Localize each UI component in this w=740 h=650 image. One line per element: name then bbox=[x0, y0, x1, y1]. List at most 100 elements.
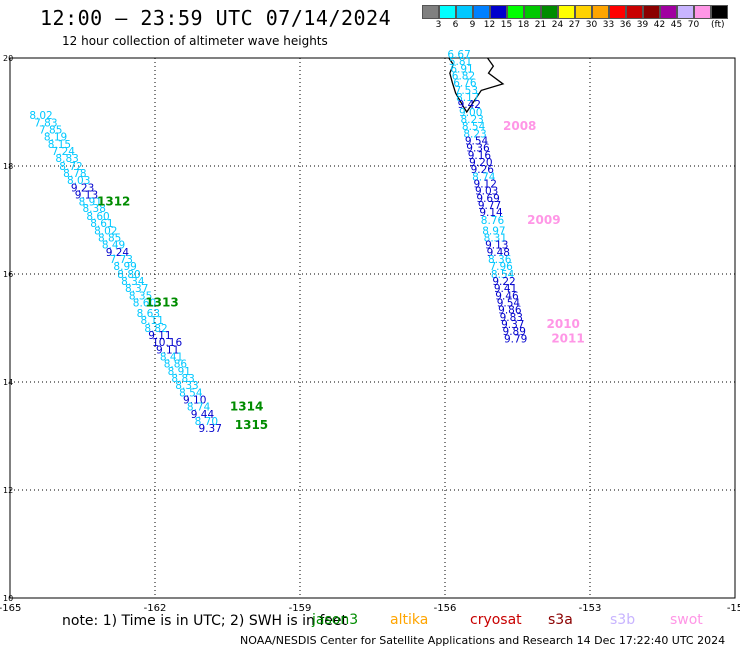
wave-height-label: 8.17 bbox=[456, 92, 479, 104]
wave-height-label: 8.54 bbox=[179, 388, 203, 400]
wave-height-label: 8.82 bbox=[144, 323, 167, 335]
wave-height-label: 8.41 bbox=[160, 351, 183, 363]
wave-height-label: 9.69 bbox=[476, 193, 499, 205]
wave-height-label: 9.86 bbox=[498, 304, 522, 316]
wave-height-label: 8.60 bbox=[86, 211, 109, 223]
satellite-legend-s3a: s3a bbox=[548, 612, 573, 628]
satellite-legend-swot: swot bbox=[670, 612, 703, 628]
scale-swatch bbox=[677, 5, 694, 19]
scale-swatch bbox=[524, 5, 541, 19]
wave-height-label: 8.38 bbox=[83, 203, 106, 215]
lon-tick-label: -159 bbox=[289, 603, 312, 614]
pass-time-label: 1314 bbox=[230, 400, 263, 414]
wave-height-label: 9.46 bbox=[495, 290, 519, 302]
scale-label: 21 bbox=[534, 20, 547, 30]
wave-height-label: 8.80 bbox=[117, 269, 140, 281]
wave-height-label: 8.02 bbox=[29, 110, 52, 122]
wave-height-label: 9.26 bbox=[471, 164, 495, 176]
scale-swatch bbox=[694, 5, 711, 19]
pass-time-label: 2010 bbox=[547, 317, 580, 331]
pass-time-label: 2011 bbox=[551, 332, 584, 346]
scale-label: 70 bbox=[687, 20, 700, 30]
wave-height-label: 8.83 bbox=[55, 153, 78, 165]
scale-swatch bbox=[643, 5, 660, 19]
wave-height-label: 10.16 bbox=[152, 337, 182, 349]
wave-height-label: 7.73 bbox=[110, 254, 133, 266]
wave-height-label: 9.22 bbox=[492, 276, 515, 288]
scale-swatch bbox=[575, 5, 592, 19]
lon-tick-label: -156 bbox=[434, 603, 457, 614]
credit-line: NOAA/NESDIS Center for Satellite Applica… bbox=[240, 634, 726, 647]
wave-height-label: 8.49 bbox=[102, 240, 125, 252]
wave-height-label: 7.24 bbox=[52, 146, 76, 158]
scale-label: 36 bbox=[619, 20, 632, 30]
scale-label: 33 bbox=[602, 20, 615, 30]
wave-height-label: 7.85 bbox=[39, 125, 62, 137]
lon-tick-label: -15 bbox=[727, 603, 740, 614]
pass-time-label: 1312 bbox=[97, 194, 130, 208]
wave-height-label: 9.11 bbox=[156, 344, 179, 356]
lat-tick-label: 12 bbox=[3, 486, 13, 495]
page-subtitle: 12 hour collection of altimeter wave hei… bbox=[62, 34, 328, 48]
wave-height-label: 9.41 bbox=[494, 283, 517, 295]
scale-label: 3 bbox=[435, 20, 442, 30]
wave-height-label: 8.23 bbox=[463, 128, 486, 140]
wave-height-label: 9.54 bbox=[465, 135, 489, 147]
wave-height-label: 7.96 bbox=[489, 261, 513, 273]
wave-height-label: 9.37 bbox=[501, 319, 524, 331]
wave-height-label: 5.81 bbox=[449, 56, 472, 68]
wave-height-label: 8.83 bbox=[171, 373, 194, 385]
scale-swatch bbox=[558, 5, 575, 19]
wave-height-label: 6.76 bbox=[453, 78, 477, 90]
wave-height-label: 8.99 bbox=[113, 261, 136, 273]
wave-height-label: 9.36 bbox=[466, 142, 490, 154]
wave-height-label: 6.67 bbox=[447, 49, 470, 61]
wave-height-label: 8.70 bbox=[195, 416, 218, 428]
wave-height-label: 8.78 bbox=[63, 168, 86, 180]
wave-height-label: 9.16 bbox=[468, 150, 492, 162]
lat-tick-label: 20 bbox=[3, 54, 13, 63]
wave-height-label: 8.85 bbox=[98, 233, 121, 245]
scale-label: 6 bbox=[452, 20, 459, 30]
scale-swatch bbox=[507, 5, 524, 19]
wave-height-color-scale: 3 6 9 12 15 18 21 24 27 30 33 36 39 42 45 70 (ft) bbox=[422, 5, 728, 31]
scale-swatch bbox=[490, 5, 507, 19]
satellite-legend-altika: altika bbox=[390, 612, 429, 628]
scale-label: 27 bbox=[568, 20, 581, 30]
scale-swatch bbox=[422, 5, 439, 19]
lat-tick-label: 14 bbox=[3, 378, 13, 387]
lat-tick-label: 10 bbox=[3, 594, 13, 603]
pass-time-label: 1313 bbox=[145, 295, 178, 309]
pass-time-label: 2009 bbox=[527, 213, 560, 227]
wave-height-label: 8.60 bbox=[133, 297, 156, 309]
scale-swatch bbox=[711, 5, 728, 19]
wave-height-label: 9.12 bbox=[474, 179, 497, 191]
pass-time-label: 1315 bbox=[235, 418, 268, 432]
wave-height-label: 8.31 bbox=[484, 233, 507, 245]
wave-height-label: 9.44 bbox=[191, 409, 215, 421]
wave-height-label: 7.53 bbox=[455, 85, 478, 97]
wave-height-label: 9.37 bbox=[199, 423, 222, 435]
wave-height-label: 8.72 bbox=[59, 161, 82, 173]
lon-tick-label: -153 bbox=[579, 603, 602, 614]
scale-label: 30 bbox=[585, 20, 598, 30]
wave-height-label: 8.63 bbox=[137, 308, 160, 320]
scale-swatch bbox=[609, 5, 626, 19]
wave-height-label: 9.00 bbox=[459, 107, 482, 119]
scale-swatch bbox=[473, 5, 490, 19]
scale-label: 9 bbox=[469, 20, 476, 30]
wave-height-label: 8.36 bbox=[488, 254, 512, 266]
wave-height-label: 9.14 bbox=[479, 207, 503, 219]
wave-height-label: 8.86 bbox=[164, 358, 188, 370]
wave-height-label: 8.02 bbox=[94, 226, 117, 238]
scale-swatch bbox=[626, 5, 643, 19]
scale-label: 42 bbox=[653, 20, 666, 30]
lat-tick-label: 18 bbox=[3, 162, 13, 171]
scale-swatch bbox=[660, 5, 677, 19]
wave-height-label: 9.13 bbox=[75, 189, 98, 201]
scale-swatch bbox=[592, 5, 609, 19]
wave-height-label: 9.89 bbox=[503, 326, 526, 338]
wave-height-label: 8.97 bbox=[482, 226, 505, 238]
wave-height-label: 9.23 bbox=[71, 182, 94, 194]
wave-height-label: 8.74 bbox=[472, 172, 496, 184]
